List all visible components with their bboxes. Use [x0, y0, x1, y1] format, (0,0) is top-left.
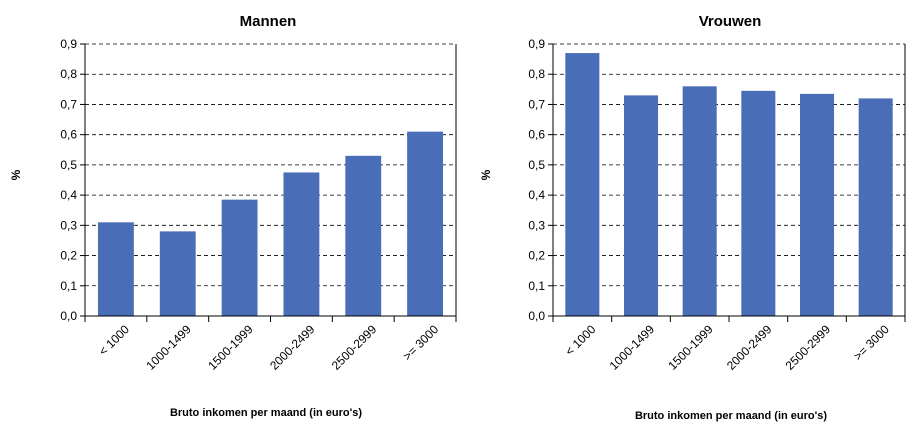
y-tick-label: 0,8 — [528, 67, 545, 81]
y-axis-label: % — [9, 169, 23, 180]
y-tick-label: 0,9 — [60, 37, 77, 51]
y-tick-label: 0,7 — [528, 97, 545, 111]
y-tick-label: 0,9 — [528, 37, 545, 51]
x-axis-label: Bruto inkomen per maand (in euro's) — [635, 410, 827, 422]
bar — [97, 222, 134, 316]
y-tick-label: 0,1 — [528, 279, 545, 293]
bar — [345, 155, 382, 316]
bar — [682, 86, 717, 316]
bar — [283, 172, 320, 316]
y-tick-label: 0,4 — [528, 188, 545, 202]
bar — [623, 95, 659, 316]
y-tick-label: 0,5 — [60, 158, 77, 172]
x-tick-label: >= 3000 — [400, 322, 441, 363]
y-tick-label: 0,3 — [528, 218, 545, 232]
y-tick-label: 0,8 — [60, 67, 77, 81]
bar — [407, 131, 444, 316]
x-tick-label: 2000-2499 — [267, 322, 318, 373]
bar — [858, 98, 893, 317]
y-tick-label: 0,4 — [60, 188, 77, 202]
chart-title: Mannen — [240, 13, 297, 30]
bar — [159, 231, 196, 316]
bar — [221, 199, 258, 316]
x-tick-label: 1000-1499 — [607, 322, 658, 373]
x-tick-label: 2000-2499 — [724, 322, 775, 373]
x-tick-label: 1000-1499 — [143, 322, 194, 373]
x-tick-label: >= 3000 — [851, 322, 892, 363]
x-tick-label: 1500-1999 — [665, 322, 716, 373]
y-tick-label: 0,2 — [528, 249, 545, 263]
chart-mannen: Mannen % Bruto inkomen per maand (in eur… — [9, 13, 457, 419]
y-axis-label: % — [479, 169, 493, 180]
y-tick-label: 0,3 — [60, 218, 77, 232]
x-tick-label: < 1000 — [96, 322, 132, 358]
chart-title: Vrouwen — [699, 13, 762, 30]
bar — [741, 90, 776, 316]
y-tick-label: 0,7 — [60, 97, 77, 111]
x-tick-label: < 1000 — [562, 322, 598, 358]
bar — [799, 93, 835, 316]
x-tick-label: 2500-2999 — [783, 322, 834, 373]
y-tick-label: 0,2 — [60, 249, 77, 263]
chart-vrouwen: Vrouwen % Bruto inkomen per maand (in eu… — [479, 13, 906, 422]
y-tick-label: 0,6 — [528, 128, 545, 142]
bar — [565, 53, 600, 317]
y-tick-label: 0,0 — [60, 309, 77, 323]
y-tick-label: 0,5 — [528, 158, 545, 172]
y-tick-label: 0,1 — [60, 279, 77, 293]
y-tick-label: 0,6 — [60, 128, 77, 142]
x-tick-label: 2500-2999 — [329, 322, 380, 373]
x-axis-label: Bruto inkomen per maand (in euro's) — [170, 407, 362, 419]
y-tick-label: 0,0 — [528, 309, 545, 323]
x-tick-label: 1500-1999 — [205, 322, 256, 373]
